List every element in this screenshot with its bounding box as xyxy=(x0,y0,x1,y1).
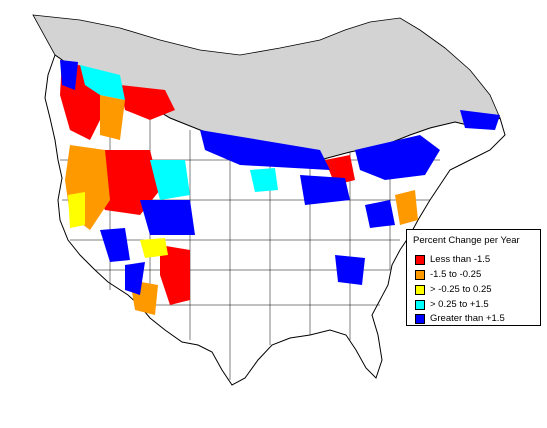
trend-patches xyxy=(60,60,500,315)
legend-swatch xyxy=(415,255,425,265)
decline-strong-rockies xyxy=(160,245,190,305)
legend-swatch xyxy=(415,270,425,280)
stable-patch-interior xyxy=(140,238,168,258)
increase-strong-boreal xyxy=(200,130,330,170)
increase-strong-rockies xyxy=(100,228,130,262)
increase-strong-quebec xyxy=(355,135,440,180)
decline-moderate-ne xyxy=(395,190,418,225)
legend-label: -1.5 to -0.25 xyxy=(430,269,482,280)
decline-moderate-interior xyxy=(100,95,125,140)
legend-swatch xyxy=(415,285,425,295)
legend-label: Greater than +1.5 xyxy=(430,313,505,324)
legend-label: > 0.25 to +1.5 xyxy=(430,299,489,310)
increase-strong-southwest xyxy=(125,262,145,295)
legend-label: > -0.25 to 0.25 xyxy=(430,284,492,295)
continent-outline xyxy=(44,54,506,386)
legend: Percent Change per Year Less than -1.5 -… xyxy=(406,229,541,326)
decline-strong-northwest xyxy=(120,85,175,120)
increase-moderate-nw xyxy=(80,65,125,100)
legend-swatch xyxy=(415,300,425,310)
increase-strong-ontario xyxy=(300,175,350,205)
stable-patch-west xyxy=(68,192,85,228)
increase-strong-appalachian xyxy=(365,200,395,228)
increase-moderate-lakes xyxy=(250,168,278,192)
increase-strong-maritimes xyxy=(460,110,500,130)
legend-title: Percent Change per Year xyxy=(413,235,520,246)
legend-label: Less than -1.5 xyxy=(430,254,491,265)
legend-swatch xyxy=(415,314,425,324)
increase-moderate-central xyxy=(150,160,190,200)
increase-strong-plains xyxy=(140,200,195,235)
increase-strong-coast-north xyxy=(60,60,78,90)
increase-strong-southeast xyxy=(335,255,365,285)
